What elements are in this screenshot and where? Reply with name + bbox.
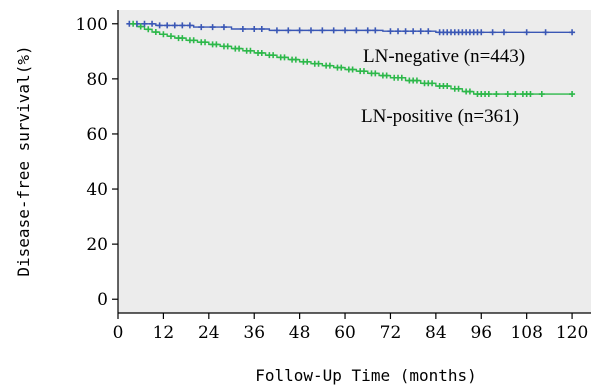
x-tick-label-120: 120: [556, 323, 588, 343]
censor-mark-ln-negative-6: [171, 22, 178, 29]
censor-mark-ln-positive-33: [326, 62, 333, 69]
y-tick-label-60: 60: [86, 125, 108, 145]
censor-mark-ln-negative-5: [164, 22, 171, 29]
x-tick-label-48: 48: [289, 323, 311, 343]
censor-mark-ln-negative-44: [500, 29, 507, 36]
censor-mark-ln-negative-16: [285, 27, 292, 34]
censor-mark-ln-negative-22: [353, 27, 360, 34]
censor-mark-ln-positive-55: [444, 83, 451, 90]
y-tick-label-40: 40: [86, 180, 108, 200]
x-tick-label-96: 96: [470, 323, 492, 343]
censor-mark-ln-negative-2: [141, 20, 148, 27]
censor-mark-ln-negative-26: [395, 28, 402, 35]
censor-mark-ln-positive-29: [304, 58, 311, 65]
censor-mark-ln-negative-7: [179, 22, 186, 29]
censor-mark-ln-positive-65: [504, 91, 511, 98]
censor-mark-ln-negative-19: [319, 27, 326, 34]
censor-mark-ln-positive-49: [413, 77, 420, 84]
x-tick-label-0: 0: [113, 323, 124, 343]
censor-mark-ln-positive-66: [512, 91, 519, 98]
censor-mark-ln-positive-19: [247, 47, 254, 54]
censor-mark-ln-positive-69: [527, 91, 534, 98]
censor-mark-ln-negative-42: [478, 29, 485, 36]
censor-mark-ln-positive-9: [190, 37, 197, 44]
censor-mark-ln-positive-23: [270, 52, 277, 59]
x-tick-label-24: 24: [198, 323, 220, 343]
censor-mark-ln-negative-30: [425, 28, 432, 35]
censor-mark-ln-negative-11: [220, 24, 227, 31]
censor-mark-ln-positive-11: [202, 39, 209, 46]
censor-marks-layer: [126, 20, 576, 98]
censor-mark-ln-negative-17: [296, 27, 303, 34]
series-label-ln-positive: LN-positive (n=361): [361, 106, 519, 127]
censor-mark-ln-positive-46: [398, 74, 405, 81]
censor-mark-ln-positive-57: [455, 85, 462, 92]
censor-mark-ln-negative-43: [489, 29, 496, 36]
censor-mark-ln-negative-45: [523, 29, 530, 36]
censor-mark-ln-negative-28: [410, 28, 417, 35]
censor-mark-ln-positive-0: [130, 20, 137, 27]
censor-mark-ln-positive-39: [360, 68, 367, 75]
censor-mark-ln-negative-24: [372, 27, 379, 34]
censor-mark-ln-positive-25: [281, 54, 288, 61]
censor-mark-ln-positive-37: [349, 66, 356, 73]
censor-mark-ln-positive-13: [213, 41, 220, 48]
censor-mark-ln-positive-2: [145, 26, 152, 33]
censor-mark-ln-positive-64: [493, 91, 500, 98]
censor-mark-ln-negative-12: [239, 26, 246, 33]
censor-mark-ln-positive-41: [372, 70, 379, 77]
x-tick-label-108: 108: [510, 323, 542, 343]
censor-mark-ln-positive-63: [485, 91, 492, 98]
x-tick-label-12: 12: [153, 323, 175, 343]
y-tick-label-20: 20: [86, 235, 108, 255]
series-label-ln-negative: LN-negative (n=443): [363, 46, 525, 67]
censor-mark-ln-positive-27: [292, 56, 299, 63]
censor-mark-ln-positive-7: [179, 35, 186, 42]
y-tick-label-0: 0: [97, 290, 108, 310]
plot-area: [118, 10, 591, 313]
x-tick-label-60: 60: [334, 323, 356, 343]
censor-mark-ln-negative-9: [198, 24, 205, 31]
x-axis: 0 12 24 36 48 60 72 84 96 108 120: [113, 312, 591, 343]
censor-mark-ln-positive-15: [224, 43, 231, 50]
censor-mark-ln-positive-17: [236, 45, 243, 52]
censor-mark-ln-positive-5: [167, 33, 174, 40]
censor-mark-ln-positive-1: [137, 23, 144, 30]
censor-mark-ln-negative-8: [186, 22, 193, 29]
y-tick-label-80: 80: [86, 70, 108, 90]
censor-mark-ln-negative-27: [402, 28, 409, 35]
censor-mark-ln-positive-43: [383, 72, 390, 79]
x-tick-label-36: 36: [243, 323, 265, 343]
censor-mark-ln-positive-31: [315, 60, 322, 67]
x-tick-label-72: 72: [380, 323, 402, 343]
censor-mark-ln-negative-23: [364, 27, 371, 34]
censor-mark-ln-negative-10: [209, 24, 216, 31]
censor-mark-ln-positive-59: [466, 88, 473, 95]
censor-mark-ln-positive-21: [258, 49, 265, 56]
censor-mark-ln-negative-18: [307, 27, 314, 34]
censor-mark-ln-negative-14: [258, 26, 265, 33]
censor-mark-ln-negative-21: [342, 27, 349, 34]
y-axis: 0 20 40 60 80 100: [76, 10, 119, 313]
censor-mark-ln-negative-4: [156, 22, 163, 29]
y-tick-label-100: 100: [76, 15, 108, 35]
censor-mark-ln-positive-71: [569, 91, 576, 98]
censor-mark-ln-negative-3: [149, 20, 156, 27]
censor-mark-ln-negative-15: [273, 27, 280, 34]
censor-mark-ln-negative-47: [569, 29, 576, 36]
censor-mark-ln-negative-29: [417, 28, 424, 35]
censor-mark-ln-positive-70: [538, 91, 545, 98]
censor-mark-ln-negative-13: [251, 26, 258, 33]
x-tick-label-84: 84: [425, 323, 447, 343]
x-axis-label: Follow-Up Time (months): [255, 366, 477, 385]
censor-mark-ln-negative-46: [542, 29, 549, 36]
censor-mark-ln-positive-3: [152, 29, 159, 36]
censor-mark-ln-negative-20: [330, 27, 337, 34]
y-axis-label: Disease-free survival(%): [14, 45, 33, 276]
censor-mark-ln-positive-4: [160, 31, 167, 38]
censor-mark-ln-positive-52: [429, 80, 436, 87]
censor-mark-ln-negative-25: [387, 28, 394, 35]
censor-mark-ln-positive-35: [338, 64, 345, 71]
